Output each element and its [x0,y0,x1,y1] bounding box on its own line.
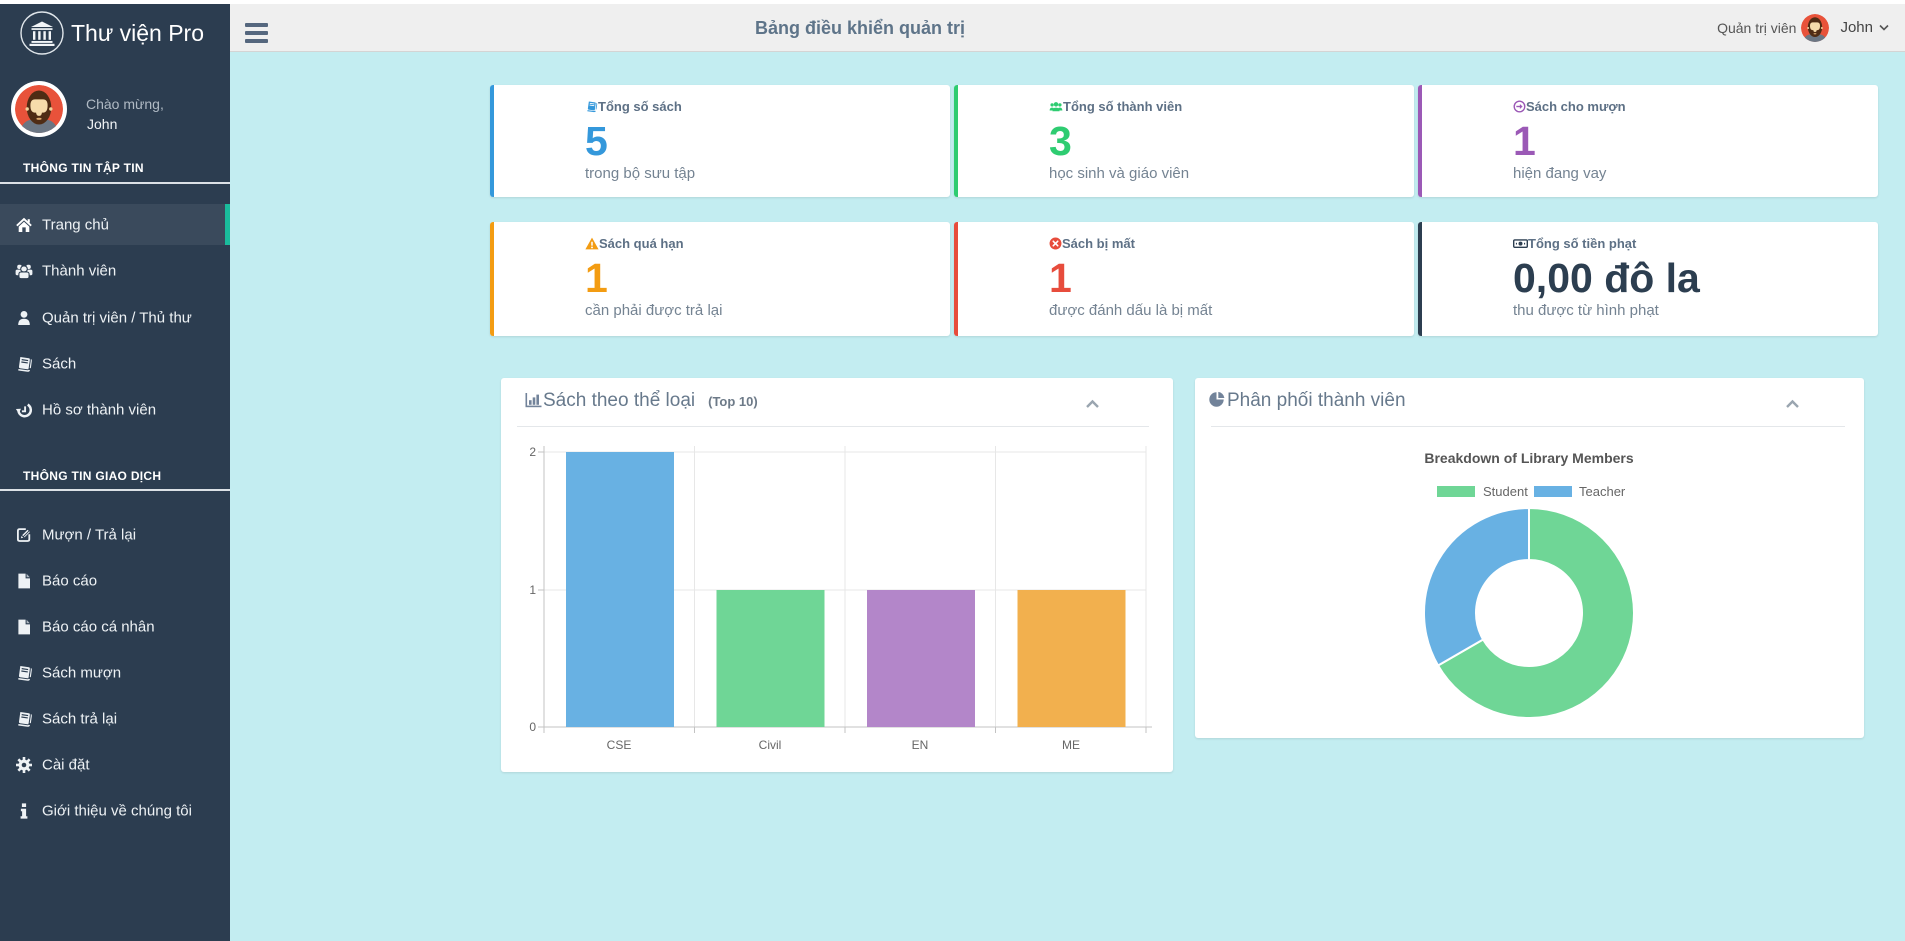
svg-text:1: 1 [529,583,536,597]
svg-text:2: 2 [529,445,536,459]
svg-text:0: 0 [529,720,536,734]
svg-text:CSE: CSE [607,738,632,752]
svg-text:Student: Student [1483,484,1528,499]
svg-text:ME: ME [1062,738,1080,752]
svg-text:Teacher: Teacher [1579,484,1626,499]
svg-text:Civil: Civil [759,738,782,752]
svg-text:Breakdown of Library Members: Breakdown of Library Members [1424,450,1633,466]
svg-text:EN: EN [912,738,929,752]
